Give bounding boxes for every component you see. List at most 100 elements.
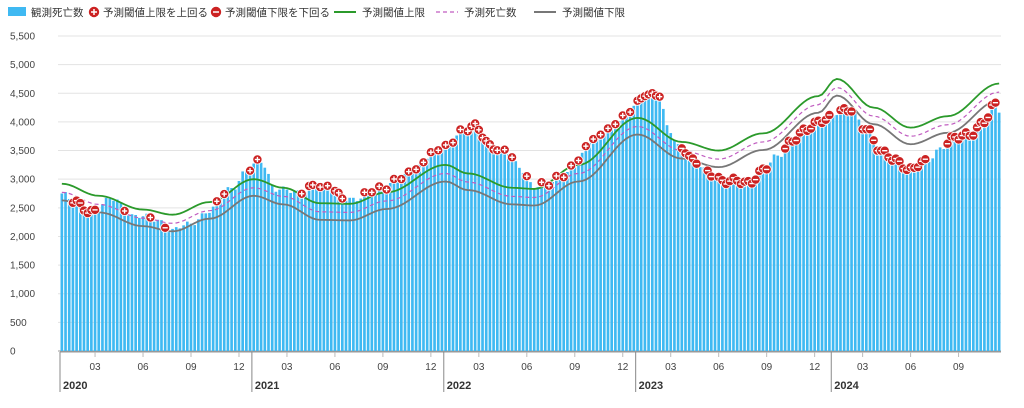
bar bbox=[853, 111, 857, 351]
bar bbox=[942, 149, 946, 351]
bar bbox=[82, 210, 86, 351]
bar bbox=[890, 160, 894, 351]
bar bbox=[455, 135, 459, 351]
legend-swatch bbox=[8, 7, 26, 16]
bar bbox=[676, 144, 680, 351]
y-tick-label: 5,000 bbox=[10, 60, 35, 71]
bar bbox=[484, 140, 488, 351]
above-threshold-marker bbox=[521, 171, 532, 182]
bar bbox=[780, 156, 783, 351]
bar bbox=[355, 201, 359, 351]
bar bbox=[802, 128, 805, 351]
bar bbox=[130, 214, 134, 351]
x-tick-label: 09 bbox=[953, 362, 965, 373]
bar bbox=[931, 158, 935, 351]
bar bbox=[514, 161, 518, 351]
bar bbox=[481, 137, 484, 351]
bar bbox=[584, 146, 588, 351]
legend-item: 予測閾値上限 bbox=[334, 6, 425, 19]
bar bbox=[702, 167, 706, 351]
bar bbox=[610, 124, 614, 352]
bar bbox=[898, 161, 901, 351]
bar bbox=[591, 139, 595, 351]
x-tick-label: 03 bbox=[665, 362, 677, 373]
below-threshold-marker bbox=[864, 124, 875, 135]
bar bbox=[525, 176, 529, 351]
bar bbox=[750, 183, 754, 351]
x-tick-label: 12 bbox=[617, 362, 629, 373]
bar bbox=[278, 189, 281, 351]
bar bbox=[418, 164, 422, 351]
bar bbox=[986, 117, 990, 351]
bar bbox=[551, 181, 554, 351]
bar bbox=[75, 200, 78, 351]
bar bbox=[905, 169, 909, 351]
bar bbox=[211, 206, 215, 351]
bar bbox=[492, 149, 495, 351]
bar bbox=[997, 112, 1001, 351]
bar bbox=[447, 144, 451, 351]
bar bbox=[281, 186, 285, 351]
bar bbox=[495, 150, 499, 351]
bar bbox=[606, 128, 610, 351]
below-threshold-marker bbox=[691, 158, 702, 169]
bar bbox=[436, 150, 440, 351]
above-threshold-marker bbox=[252, 154, 263, 165]
legend-label: 予測閾値上限を上回る bbox=[103, 6, 208, 19]
bar bbox=[518, 167, 521, 351]
bar bbox=[636, 100, 639, 351]
above-threshold-marker bbox=[219, 189, 230, 200]
bar bbox=[617, 121, 621, 352]
bar bbox=[979, 122, 983, 351]
bar bbox=[654, 95, 658, 351]
bar bbox=[112, 200, 115, 351]
bar bbox=[141, 216, 145, 351]
x-year-label: 2020 bbox=[63, 380, 87, 392]
bar bbox=[462, 130, 466, 351]
bar bbox=[230, 188, 233, 351]
above-threshold-marker bbox=[119, 205, 130, 216]
bar bbox=[152, 221, 156, 351]
bar bbox=[156, 219, 160, 351]
bar bbox=[920, 161, 923, 351]
x-tick-label: 09 bbox=[377, 362, 389, 373]
bar bbox=[580, 152, 584, 351]
x-tick-label: 06 bbox=[713, 362, 725, 373]
bar bbox=[296, 190, 300, 351]
bar bbox=[639, 98, 643, 351]
bar bbox=[831, 115, 835, 351]
legend-label: 予測閾値下限 bbox=[562, 6, 625, 19]
bar bbox=[503, 149, 506, 351]
y-tick-label: 3,000 bbox=[10, 175, 35, 186]
bar bbox=[665, 125, 669, 351]
bar bbox=[510, 157, 514, 351]
bar bbox=[662, 108, 665, 352]
bar bbox=[957, 139, 960, 351]
bar bbox=[422, 162, 425, 351]
bar bbox=[333, 190, 337, 351]
bar bbox=[783, 148, 787, 351]
above-threshold-marker bbox=[403, 166, 414, 177]
bar bbox=[171, 228, 174, 351]
legend: 観測死亡数 予測閾値上限を上回る 予測閾値下限を下回る 予測閾値上限 予測死亡数 予測閾値… bbox=[8, 6, 625, 19]
bar bbox=[698, 167, 702, 351]
bar bbox=[949, 136, 953, 351]
above-threshold-marker bbox=[558, 172, 569, 183]
bar bbox=[861, 129, 864, 351]
bar bbox=[311, 184, 315, 351]
bar bbox=[60, 193, 64, 351]
bar bbox=[377, 186, 381, 351]
bar bbox=[625, 113, 628, 351]
bar bbox=[374, 188, 377, 351]
bar bbox=[267, 173, 270, 351]
bar bbox=[839, 110, 842, 351]
bar bbox=[270, 184, 274, 351]
bar bbox=[658, 96, 661, 351]
bar bbox=[304, 192, 307, 351]
above-threshold-marker bbox=[418, 157, 429, 168]
bar bbox=[971, 135, 975, 351]
x-year-label: 2022 bbox=[447, 380, 471, 392]
below-threshold-marker bbox=[846, 106, 857, 117]
bar bbox=[687, 155, 691, 351]
